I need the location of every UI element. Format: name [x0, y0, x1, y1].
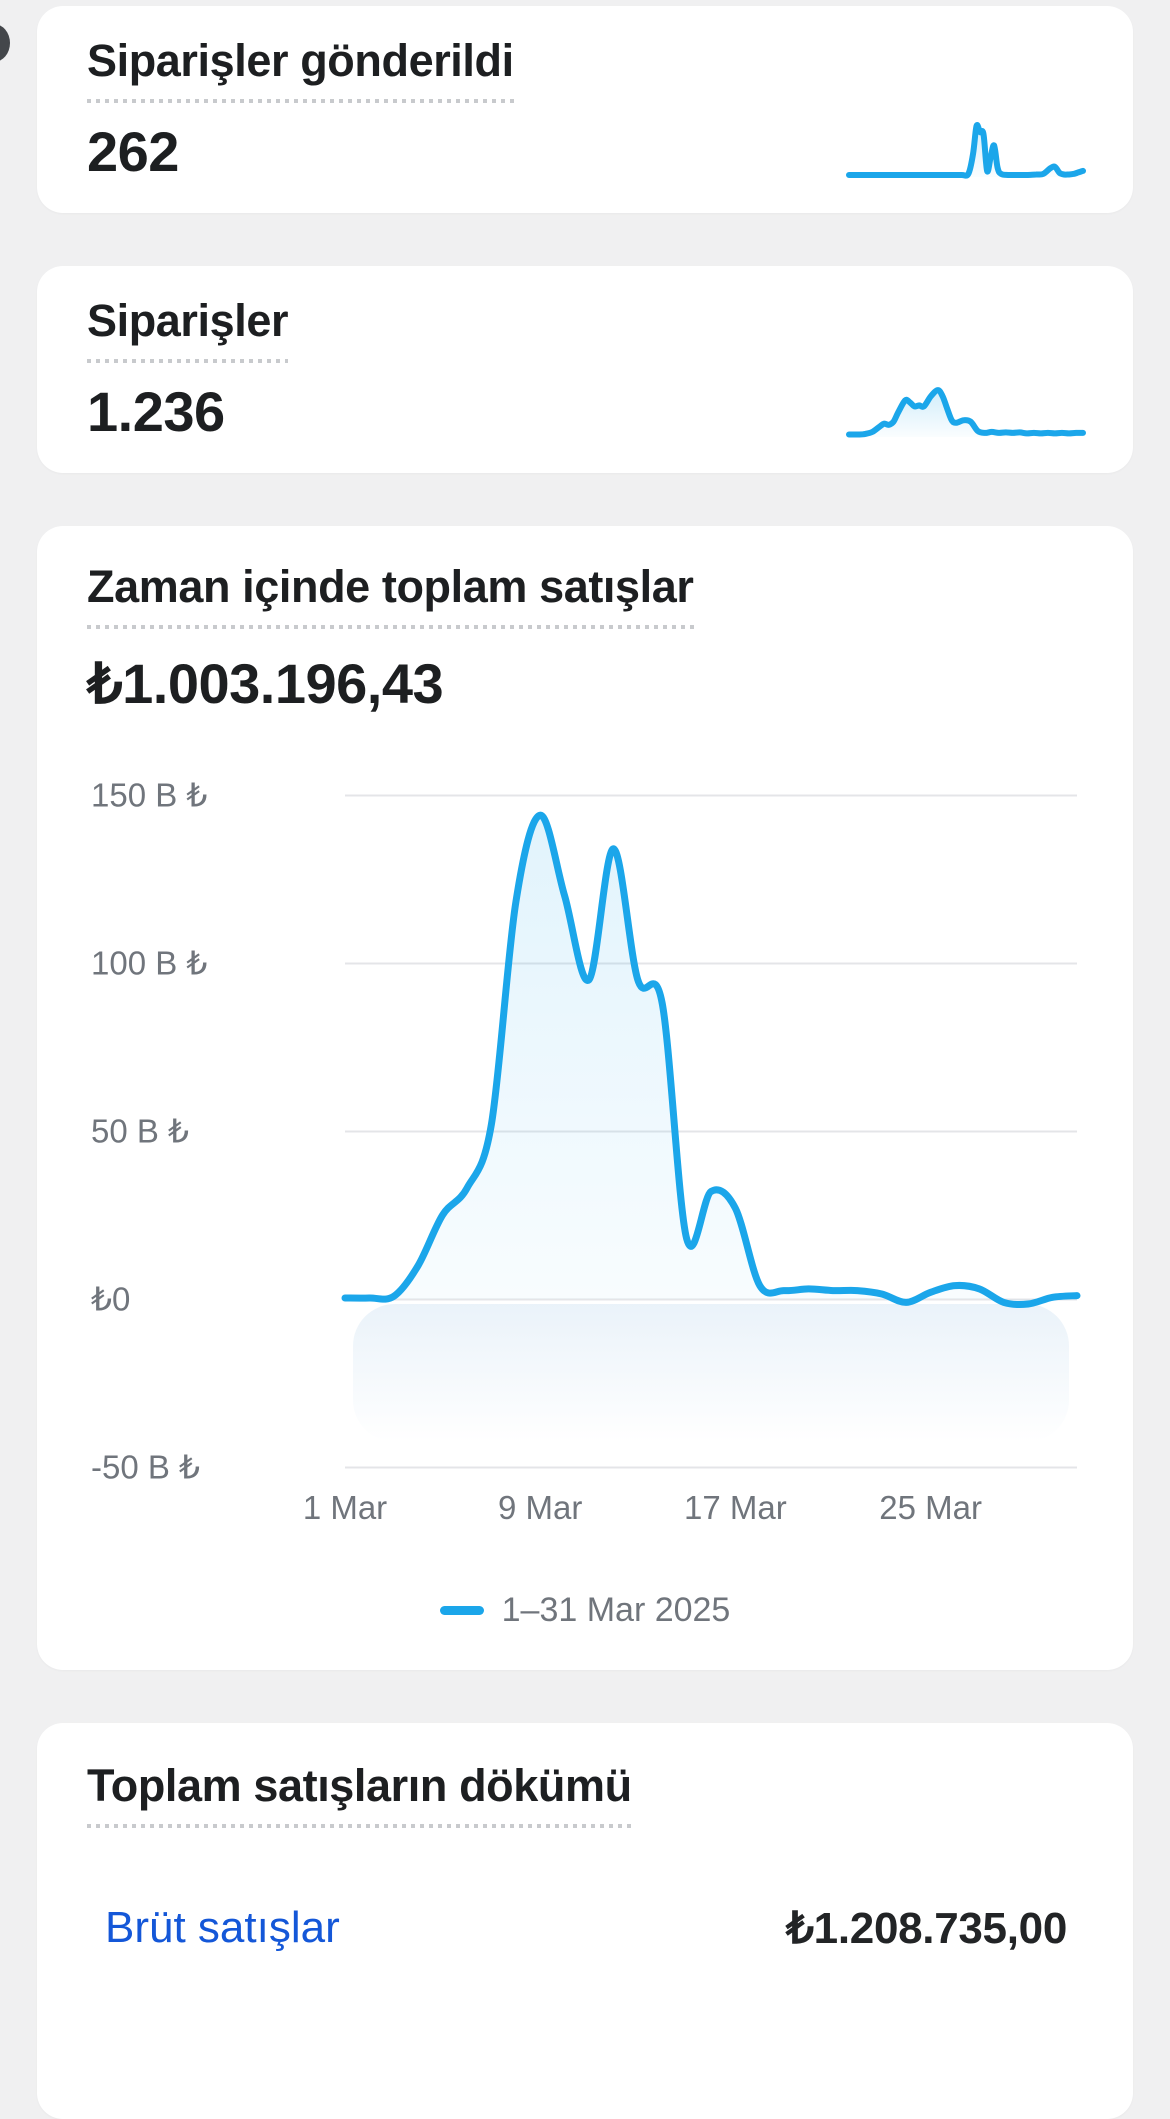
orders-sparkline-chart [846, 387, 1086, 438]
sales-breakdown-title[interactable]: Toplam satışların dökümü [87, 1759, 632, 1828]
screen-edge-artifact [0, 24, 10, 62]
sales-line-chart[interactable] [341, 794, 1081, 1469]
y-axis-tick-label: 50 B ₺ [91, 1112, 190, 1150]
chart-legend: 1–31 Mar 2025 [87, 1591, 1083, 1630]
x-axis-labels: 1 Mar 9 Mar 17 Mar 25 Mar [303, 1489, 1077, 1531]
chart-plot-area[interactable]: 1 Mar 9 Mar 17 Mar 25 Mar [303, 794, 1081, 1531]
total-sales-over-time-card: Zaman içinde toplam satışlar ₺1.003.196,… [37, 526, 1133, 1670]
gross-sales-value: ₺1.208.735,00 [785, 1903, 1067, 1953]
total-sales-title[interactable]: Zaman içinde toplam satışlar [87, 560, 694, 629]
legend-line-swatch [439, 1606, 484, 1615]
y-axis-tick-label: -50 B ₺ [91, 1448, 201, 1486]
y-axis-tick-label: ₺0 [91, 1280, 131, 1318]
x-axis-tick-label: 25 Mar [879, 1489, 982, 1526]
x-axis-tick-label: 1 Mar [302, 1489, 388, 1526]
gross-sales-row: Brüt satışlar ₺1.208.735,00 [87, 1900, 1083, 1956]
legend-label: 1–31 Mar 2025 [501, 1591, 731, 1629]
orders-shipped-value: 262 [87, 120, 179, 183]
orders-shipped-sparkline-chart [846, 122, 1086, 179]
x-axis-tick-label: 17 Mar [684, 1489, 787, 1526]
gross-sales-link[interactable]: Brüt satışlar [105, 1903, 340, 1952]
y-axis-labels: 150 B ₺ 100 B ₺ 50 B ₺ ₺0 -50 B ₺ [87, 777, 345, 1531]
orders-card[interactable]: Siparişler 1.236 [37, 266, 1133, 473]
sales-breakdown-card: Toplam satışların dökümü Brüt satışlar ₺… [37, 1723, 1133, 2119]
orders-title[interactable]: Siparişler [87, 294, 289, 363]
total-sales-chart[interactable]: 150 B ₺ 100 B ₺ 50 B ₺ ₺0 -50 B ₺ 1 Mar 9 Mar… [87, 777, 1083, 1531]
total-sales-value: ₺1.003.196,43 [87, 652, 444, 715]
y-axis-tick-label: 150 B ₺ [91, 776, 208, 814]
orders-shipped-card[interactable]: Siparişler gönderildi 262 [37, 6, 1133, 213]
y-axis-tick-label: 100 B ₺ [91, 944, 208, 982]
x-axis-tick-label: 9 Mar [498, 1489, 583, 1526]
orders-value: 1.236 [87, 380, 225, 443]
orders-shipped-title[interactable]: Siparişler gönderildi [87, 34, 514, 103]
